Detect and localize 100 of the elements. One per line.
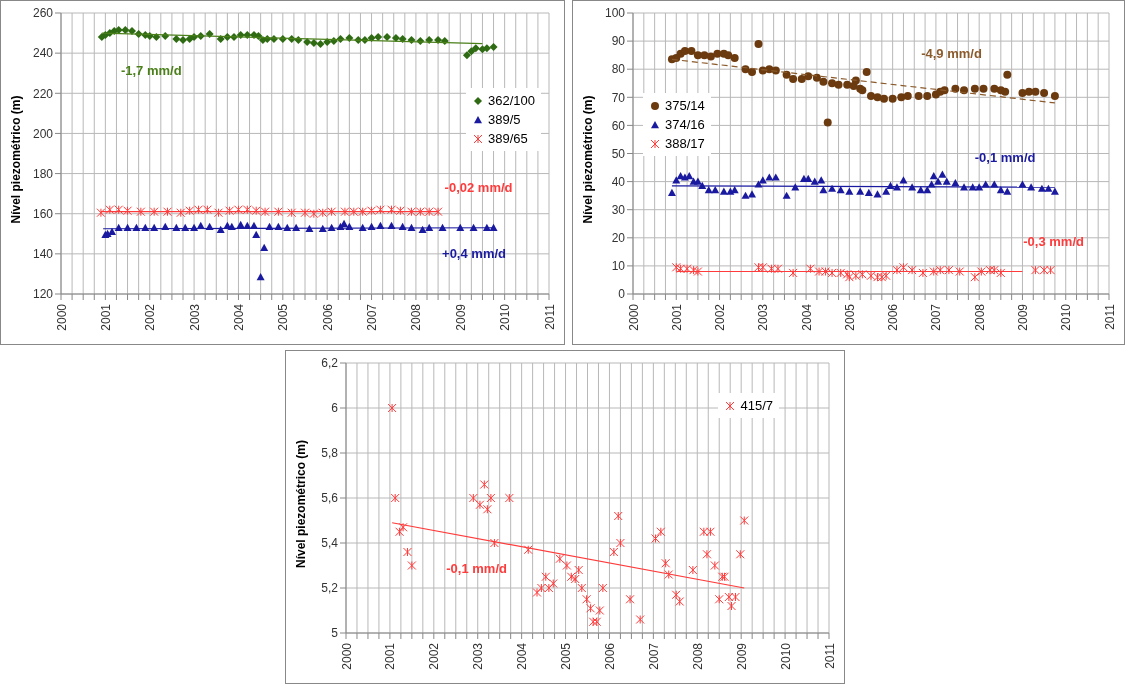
point [938, 170, 947, 178]
point [598, 583, 608, 593]
point [914, 91, 923, 100]
point [390, 493, 400, 503]
point [367, 34, 376, 43]
point [1039, 265, 1049, 275]
point [383, 33, 392, 42]
y-tick-label: 30 [611, 202, 626, 217]
point [892, 265, 902, 275]
point [661, 558, 671, 568]
y-tick-label: 5,2 [321, 581, 339, 596]
point [1003, 70, 1012, 79]
point [523, 545, 533, 555]
y-tick-label: 5,4 [321, 536, 339, 551]
point [625, 594, 635, 604]
annotation: -1,7 mm/d [120, 62, 182, 78]
point [970, 84, 979, 93]
point [687, 46, 696, 55]
point [225, 206, 235, 216]
x-tick-label: 2002 [143, 303, 158, 331]
y-tick-label: 6,2 [321, 356, 339, 371]
point [748, 68, 756, 77]
y-tick-label: 120 [32, 287, 54, 302]
point [287, 208, 297, 218]
point [951, 84, 960, 93]
y-tick-label: 200 [32, 126, 54, 141]
y-tick-label: 6 [331, 401, 339, 416]
point [710, 561, 720, 570]
point [273, 207, 283, 217]
point [918, 268, 928, 278]
point [532, 588, 542, 597]
point [730, 53, 739, 62]
point [123, 206, 133, 216]
point [424, 207, 434, 217]
y-tick-label: 10 [611, 259, 626, 274]
point [713, 49, 722, 58]
point [407, 561, 417, 570]
point [242, 205, 252, 215]
x-tick-label: 2007 [646, 642, 661, 670]
point [719, 187, 728, 195]
point [753, 262, 763, 272]
point [942, 177, 951, 185]
x-tick-label: 2011 [822, 642, 837, 669]
point [766, 264, 776, 274]
point [867, 91, 875, 100]
annotation: -0,02 mm/d [444, 180, 513, 196]
point [1037, 184, 1046, 192]
point [194, 205, 204, 215]
x-tick-label: 2004 [231, 303, 246, 331]
point [152, 33, 161, 42]
point [680, 46, 689, 55]
point [789, 75, 798, 84]
point [935, 265, 945, 275]
point [845, 187, 854, 195]
point [916, 186, 925, 194]
point [185, 35, 194, 44]
y-tick-label: 90 [611, 34, 626, 49]
point [951, 179, 960, 187]
point [804, 72, 813, 81]
y-tick-label: 60 [611, 118, 626, 133]
point [504, 493, 514, 503]
point [700, 51, 709, 60]
point [651, 534, 661, 543]
point [656, 527, 666, 537]
point [340, 219, 349, 227]
point [834, 80, 843, 89]
point [375, 205, 385, 215]
point [724, 51, 733, 60]
point [309, 209, 319, 219]
point [395, 527, 405, 537]
point [1040, 89, 1049, 98]
point [989, 265, 999, 275]
point [489, 43, 498, 52]
point [706, 52, 715, 61]
point [1031, 87, 1040, 96]
point [851, 271, 861, 281]
point [471, 44, 480, 53]
point [1030, 265, 1040, 275]
point [934, 177, 943, 185]
point [714, 594, 724, 604]
point [699, 527, 709, 537]
point [711, 186, 720, 194]
point [898, 262, 908, 272]
point [664, 570, 674, 579]
point [216, 35, 225, 44]
x-tick-label: 2005 [276, 303, 291, 331]
point [1024, 87, 1033, 96]
point [771, 173, 780, 181]
point [882, 187, 891, 195]
point [541, 572, 551, 582]
point [213, 208, 223, 218]
x-tick-label: 2008 [690, 642, 705, 670]
point [955, 267, 965, 277]
x-tick-label: 2011 [542, 303, 557, 330]
point [857, 269, 867, 279]
point [236, 220, 245, 228]
point [1050, 187, 1059, 195]
point [676, 264, 686, 274]
x-tick-label: 2010 [1059, 303, 1074, 331]
x-tick-label: 2005 [842, 303, 857, 331]
